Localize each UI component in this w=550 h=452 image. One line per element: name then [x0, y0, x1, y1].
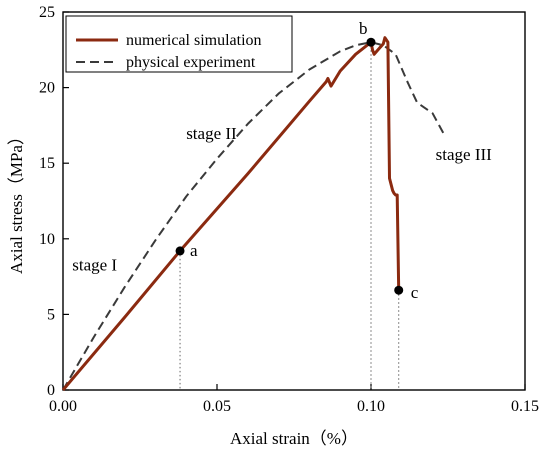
y-tick-label: 5 — [47, 306, 55, 323]
stage-labels: stage I stage II stage III — [72, 124, 492, 275]
axis-ticks: 0.00 0.05 0.10 0.15 0 5 10 15 20 25 — [39, 4, 539, 415]
legend: numerical simulation physical experiment — [65, 15, 293, 73]
x-axis-title: Axial strain（%） — [230, 429, 358, 448]
stage-label: stage II — [186, 124, 237, 143]
stage-label: stage I — [72, 256, 117, 275]
y-tick-label: 10 — [39, 231, 55, 248]
plot-frame — [62, 11, 526, 391]
y-axis-title: Axial stress（MPa） — [7, 128, 26, 274]
x-tick-label: 0.00 — [49, 398, 77, 415]
legend-label-numerical: numerical simulation — [126, 32, 262, 49]
point-b — [366, 37, 376, 47]
y-tick-label: 15 — [39, 155, 55, 172]
point-c — [394, 285, 404, 295]
reference-lines — [179, 42, 400, 390]
point-label-a: a — [190, 241, 198, 260]
y-tick-label: 25 — [39, 4, 55, 21]
points-layer: a b c — [175, 19, 419, 302]
x-tick-label: 0.10 — [357, 398, 385, 415]
legend-box — [65, 15, 293, 73]
legend-label-experiment: physical experiment — [126, 54, 256, 71]
series-layer — [61, 36, 446, 391]
x-tick-label: 0.15 — [511, 398, 539, 415]
series-numerical-simulation-line — [61, 36, 401, 391]
y-tick-label: 20 — [39, 80, 55, 97]
point-label-b: b — [359, 19, 368, 38]
point-a — [175, 246, 185, 256]
y-tick-label: 0 — [47, 382, 55, 399]
series-physical-experiment-line — [62, 41, 446, 391]
point-label-c: c — [411, 283, 419, 302]
stage-label: stage III — [436, 145, 493, 164]
x-tick-label: 0.05 — [203, 398, 231, 415]
